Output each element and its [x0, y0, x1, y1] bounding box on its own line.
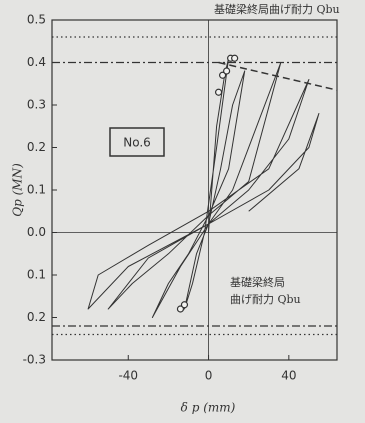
- y-tick-label: 0.5: [27, 13, 46, 27]
- x-tick-label: 40: [281, 369, 296, 383]
- annotation: 基礎梁終局: [230, 275, 285, 289]
- y-tick-label: 0.0: [27, 225, 46, 239]
- label-box: [109, 127, 165, 157]
- y-axis-label: Qp (MN): [11, 163, 25, 217]
- x-axis-label: δ p (mm): [181, 401, 236, 415]
- marker: [180, 301, 189, 309]
- x-tick-label: -40: [118, 369, 138, 383]
- y-tick-label: 0.1: [27, 268, 46, 282]
- y-tick-label: 0.1: [27, 183, 46, 197]
- plot-frame: [51, 19, 338, 361]
- y-tick-label: -0.3: [23, 353, 46, 367]
- hysteresis-line: [218, 61, 338, 91]
- marker: [223, 67, 231, 75]
- marker: [231, 54, 239, 62]
- marker: [176, 305, 185, 313]
- marker: [214, 88, 223, 96]
- annotation: No.6: [123, 136, 151, 150]
- annotation: 曲げ耐力 Qbu: [230, 293, 301, 306]
- y-tick-label: 0.3: [27, 98, 46, 112]
- y-tick-label: 0.4: [27, 55, 46, 69]
- y-tick-label: 0.2: [27, 140, 46, 154]
- y-tick-label: 0.2: [27, 310, 46, 324]
- marker: [218, 71, 227, 79]
- annotation: 基礎梁終局曲げ耐力 Qbu: [214, 2, 340, 16]
- x-tick-label: 0: [205, 369, 213, 383]
- hysteresis-line: [87, 57, 320, 318]
